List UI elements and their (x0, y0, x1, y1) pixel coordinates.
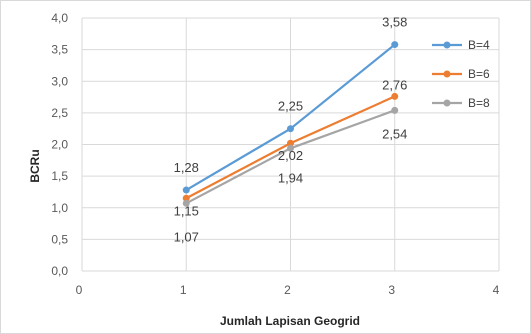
legend-marker (443, 70, 451, 78)
x-tick-label: 1 (180, 283, 187, 297)
y-tick-label: 0,0 (51, 264, 68, 278)
legend-marker (443, 99, 451, 107)
y-tick-label: 1,0 (51, 201, 68, 215)
y-axis-ticks: 0,0 0,5 1,0 1,5 2,0 2,5 3,0 3,5 4,0 (51, 11, 68, 278)
legend-label: B=8 (468, 96, 490, 110)
x-axis-ticks: 0 1 2 3 4 (76, 283, 500, 297)
legend-label: B=4 (468, 38, 490, 52)
x-axis-title: Jumlah Lapisan Geogrid (220, 314, 360, 328)
y-axis-title: BCRu (28, 149, 42, 182)
data-point (391, 92, 399, 100)
y-tick-label: 2,5 (51, 106, 68, 120)
series-lines (182, 41, 399, 207)
data-point (182, 194, 190, 202)
x-tick-label: 2 (284, 283, 291, 297)
data-label: 2,76 (382, 77, 407, 92)
y-tick-label: 4,0 (51, 11, 68, 25)
gridlines (81, 17, 500, 272)
data-labels: 1,28 2,25 3,58 1,15 2,02 2,76 1,07 1,94 2,54 (174, 15, 408, 245)
data-label: 1,07 (174, 229, 199, 244)
data-label: 1,28 (174, 160, 199, 175)
data-point (287, 139, 294, 147)
legend-label: B=6 (468, 67, 490, 81)
data-label: 1,94 (278, 170, 303, 185)
data-label: 2,02 (278, 148, 303, 163)
data-point (287, 144, 294, 152)
y-tick-label: 3,5 (51, 43, 68, 57)
data-point (391, 106, 399, 114)
data-point (182, 199, 190, 207)
y-tick-label: 0,5 (51, 232, 68, 246)
data-point (182, 186, 190, 194)
x-tick-label: 3 (388, 283, 395, 297)
data-point (391, 41, 399, 49)
y-tick-label: 1,5 (51, 169, 68, 183)
data-label: 2,54 (382, 126, 407, 141)
x-tick-label: 4 (493, 283, 500, 297)
legend-marker (443, 41, 451, 49)
x-tick-label: 0 (76, 283, 83, 297)
data-point (287, 125, 294, 133)
y-tick-label: 3,0 (51, 74, 68, 88)
y-tick-label: 2,0 (51, 138, 68, 152)
data-label: 3,58 (382, 15, 407, 30)
data-label: 1,15 (174, 203, 199, 218)
legend: B=4 B=6 B=8 (432, 38, 490, 110)
data-label: 2,25 (278, 99, 303, 114)
